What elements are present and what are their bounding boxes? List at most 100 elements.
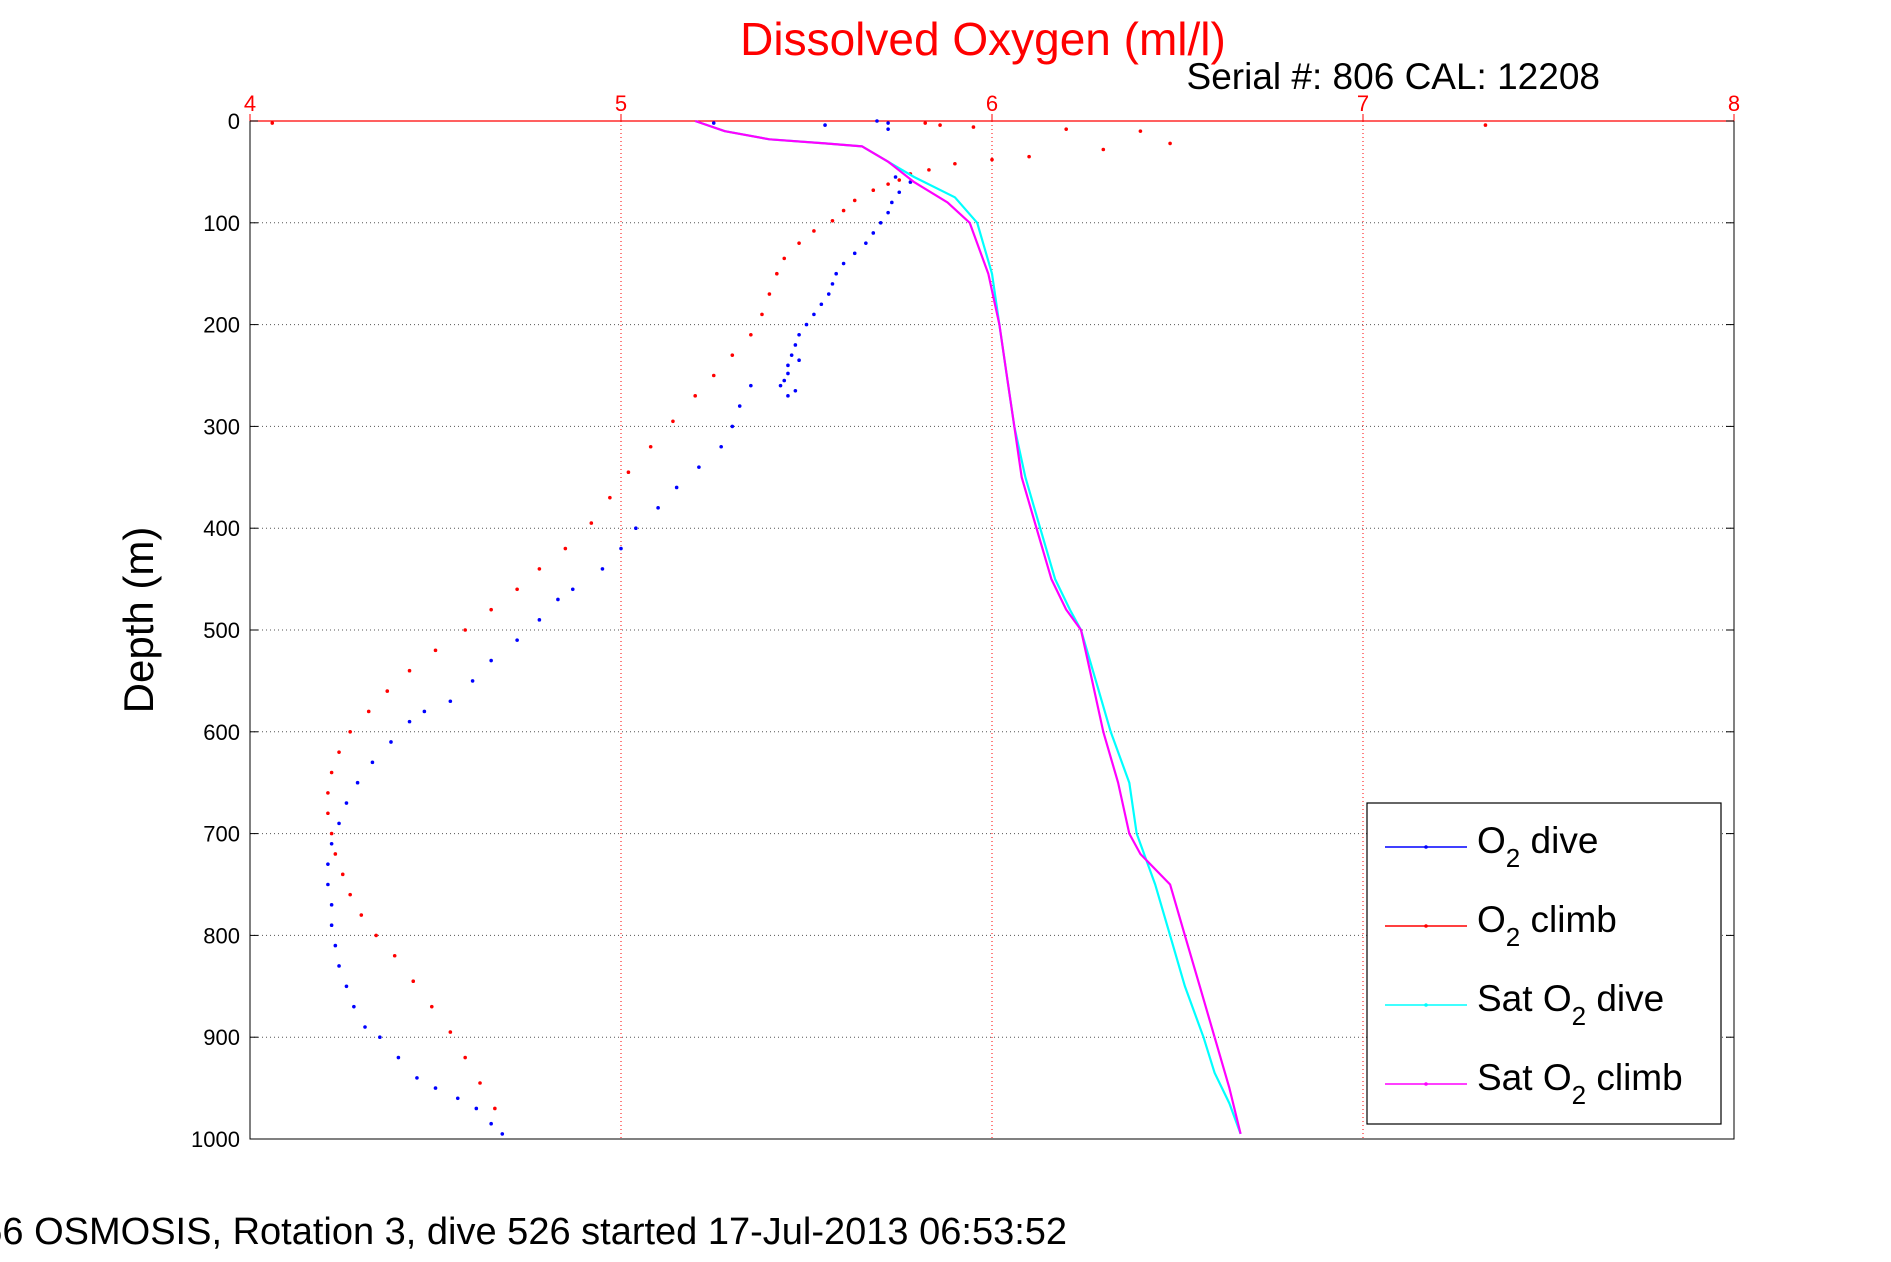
data-point	[337, 964, 341, 968]
data-point	[812, 312, 816, 317]
data-point	[474, 1106, 479, 1111]
data-point	[366, 709, 371, 714]
data-point	[478, 1081, 482, 1085]
legend-label: Sat O2 dive	[1477, 978, 1664, 1031]
data-point	[841, 208, 846, 213]
data-point	[886, 182, 890, 186]
data-point	[1027, 154, 1031, 159]
data-point	[927, 168, 931, 172]
data-point	[812, 229, 816, 233]
legend: O2 dive O2 climb Sat O2 dive Sat O2 climb	[1366, 802, 1722, 1125]
data-point	[749, 332, 753, 337]
data-point	[411, 979, 416, 984]
data-point	[463, 1055, 467, 1060]
data-point	[1101, 147, 1106, 152]
data-point	[786, 394, 790, 398]
data-point	[374, 933, 378, 938]
data-point	[389, 740, 393, 744]
legend-box	[1366, 802, 1722, 1125]
data-point	[711, 121, 716, 125]
data-point	[378, 1035, 382, 1039]
data-point	[1064, 127, 1068, 131]
legend-marker	[1424, 924, 1428, 928]
data-point	[608, 495, 612, 500]
data-point	[470, 679, 475, 683]
data-point	[359, 913, 364, 917]
data-point	[392, 953, 397, 958]
data-point	[886, 121, 890, 125]
data-point	[352, 1004, 356, 1009]
chart-title: Dissolved Oxygen (ml/l)	[740, 13, 1226, 65]
y-tick-label: 900	[203, 1025, 240, 1050]
x-axis: 4 5 6 7 8	[244, 91, 1740, 122]
legend-marker	[1424, 845, 1428, 849]
data-point	[823, 123, 827, 127]
data-point	[730, 353, 735, 357]
data-point	[897, 190, 902, 195]
x-tick-label: 8	[1728, 91, 1740, 116]
y-axis: 0 100 200 300 400 500 600 700 800 900 1000	[191, 109, 1734, 1152]
y-tick-label: 100	[203, 211, 240, 236]
data-point	[626, 470, 631, 475]
data-point	[923, 121, 928, 125]
data-point	[826, 292, 831, 296]
data-point	[515, 587, 519, 592]
data-point	[515, 638, 519, 642]
data-point	[589, 521, 594, 525]
data-point	[326, 862, 330, 866]
data-point	[329, 903, 334, 907]
data-point	[363, 1025, 367, 1029]
y-tick-label: 400	[203, 516, 240, 541]
series-1	[326, 119, 913, 1136]
data-point	[797, 358, 801, 363]
data-point	[415, 1076, 419, 1080]
data-point	[852, 251, 857, 256]
data-point	[671, 419, 675, 424]
y-axis-label: Depth (m)	[115, 527, 162, 714]
y-tick-label: 1000	[191, 1127, 240, 1152]
data-point	[793, 388, 798, 393]
data-series	[270, 119, 1488, 1136]
data-point	[326, 811, 330, 816]
data-point	[619, 546, 623, 551]
data-point	[489, 1121, 493, 1126]
data-point	[786, 371, 790, 376]
data-point	[871, 231, 876, 235]
legend-marker	[1424, 1003, 1428, 1007]
data-point	[938, 123, 942, 127]
data-point	[897, 178, 902, 182]
data-point	[871, 188, 876, 193]
data-point	[834, 271, 838, 276]
data-point	[711, 373, 716, 378]
data-point	[737, 404, 742, 408]
data-point	[789, 353, 794, 357]
data-point	[886, 127, 890, 131]
data-point	[329, 770, 334, 775]
data-point	[422, 709, 427, 714]
data-point	[971, 125, 976, 129]
data-point	[407, 719, 412, 724]
data-point	[786, 363, 790, 368]
y-tick-label: 200	[203, 313, 240, 338]
data-point	[841, 261, 846, 266]
data-point	[489, 607, 493, 612]
data-point	[385, 689, 390, 693]
data-point	[537, 567, 542, 571]
data-point	[348, 892, 352, 897]
y-tick-label: 800	[203, 923, 240, 948]
data-point	[600, 567, 605, 571]
data-point	[656, 506, 660, 510]
data-point	[804, 322, 809, 327]
data-point	[719, 444, 723, 449]
data-point	[455, 1096, 460, 1101]
data-point	[396, 1055, 401, 1060]
data-point	[760, 312, 764, 317]
y-tick-label: 500	[203, 618, 240, 643]
data-point	[890, 200, 894, 205]
data-point	[489, 658, 493, 663]
legend-marker	[1424, 1082, 1428, 1086]
x-tick-label: 4	[244, 91, 256, 116]
x-tick-label: 6	[986, 91, 998, 116]
data-point	[693, 394, 697, 398]
